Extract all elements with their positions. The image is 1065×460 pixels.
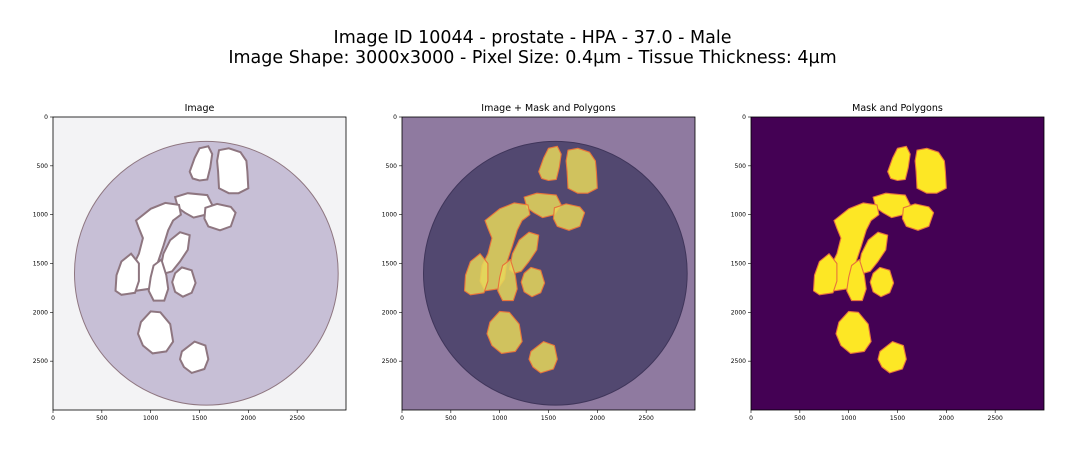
mask-polygon: [486, 310, 523, 354]
y-tick-label: 500: [735, 163, 747, 170]
image-area: [53, 117, 346, 410]
y-tick-label: 2000: [33, 309, 48, 316]
x-tick-label: 1500: [192, 415, 207, 422]
mask-polygon: [914, 147, 947, 194]
y-tick-label: 2000: [382, 309, 397, 316]
gland-lumen: [216, 147, 250, 195]
y-tick-label: 2500: [33, 358, 48, 365]
mask-polygon: [520, 266, 546, 298]
y-tick-label: 1000: [731, 212, 746, 219]
mask-polygon: [528, 341, 558, 374]
mask-polygon: [835, 310, 872, 354]
figure-suptitle-line-2: Image Shape: 3000x3000 - Pixel Size: 0.4…: [228, 48, 837, 68]
x-tick-label: 2500: [639, 415, 654, 422]
mask-polygon: [846, 259, 867, 302]
mask-polygon: [869, 266, 895, 298]
y-tick-label: 1500: [382, 261, 397, 268]
y-tick-label: 2500: [731, 358, 746, 365]
mask-polygon: [552, 203, 586, 231]
y-tick-label: 1500: [731, 261, 746, 268]
y-tick-label: 2500: [382, 358, 397, 365]
panel-1: Image 0 500 1000 1500 2000 2500 0 500 1000 1500 200…: [33, 103, 347, 422]
mask-polygon: [463, 253, 489, 296]
x-tick-label: 500: [794, 415, 806, 422]
gland-lumen: [136, 310, 175, 355]
x-tick-label: 1500: [890, 415, 905, 422]
x-tick-label: 2000: [939, 415, 954, 422]
y-tick-label: 0: [393, 114, 397, 121]
x-tick-label: 0: [51, 415, 55, 422]
x-tick-label: 0: [749, 415, 753, 422]
y-tick-label: 0: [742, 114, 746, 121]
y-tick-label: 1000: [382, 212, 397, 219]
x-tick-label: 500: [445, 415, 457, 422]
x-tick-label: 1500: [541, 415, 556, 422]
figure-suptitle-line-1: Image ID 10044 - prostate - HPA - 37.0 -…: [333, 28, 732, 48]
gland-lumen: [114, 252, 140, 296]
mask-polygon: [901, 203, 935, 231]
panel-title: Image: [185, 103, 215, 114]
mask-polygon: [538, 145, 562, 182]
gland-lumen: [147, 257, 170, 302]
x-tick-label: 2000: [241, 415, 256, 422]
y-tick-label: 1000: [33, 212, 48, 219]
x-tick-label: 0: [400, 415, 404, 422]
gland-lumen: [171, 266, 197, 298]
mask-polygon: [887, 145, 911, 182]
x-tick-label: 2500: [988, 415, 1003, 422]
x-tick-label: 500: [96, 415, 108, 422]
mask-polygon: [565, 147, 598, 194]
image-area: [751, 117, 1044, 410]
mask-polygon: [877, 341, 907, 374]
gland-lumen: [178, 340, 210, 375]
y-tick-label: 2000: [731, 309, 746, 316]
x-tick-label: 2000: [590, 415, 605, 422]
x-tick-label: 1000: [492, 415, 507, 422]
x-tick-label: 1000: [841, 415, 856, 422]
mask-polygon: [497, 259, 518, 302]
gland-lumen: [203, 202, 237, 232]
y-tick-label: 500: [386, 163, 398, 170]
panel-title: Mask and Polygons: [852, 103, 943, 114]
y-tick-label: 1500: [33, 261, 48, 268]
gland-lumen: [188, 145, 214, 182]
image-area: [402, 117, 695, 410]
y-tick-label: 500: [37, 163, 49, 170]
panel-3: Mask and Polygons 0 500 1000 1500 2000 2500 0 50…: [731, 103, 1045, 422]
x-tick-label: 1000: [143, 415, 158, 422]
x-tick-label: 2500: [290, 415, 305, 422]
mask-polygon: [812, 253, 838, 296]
panel-title: Image + Mask and Polygons: [481, 103, 615, 114]
panel-2: Image + Mask and Polygons 0 500 1000 1500 200…: [382, 103, 696, 422]
y-tick-label: 0: [44, 114, 48, 121]
